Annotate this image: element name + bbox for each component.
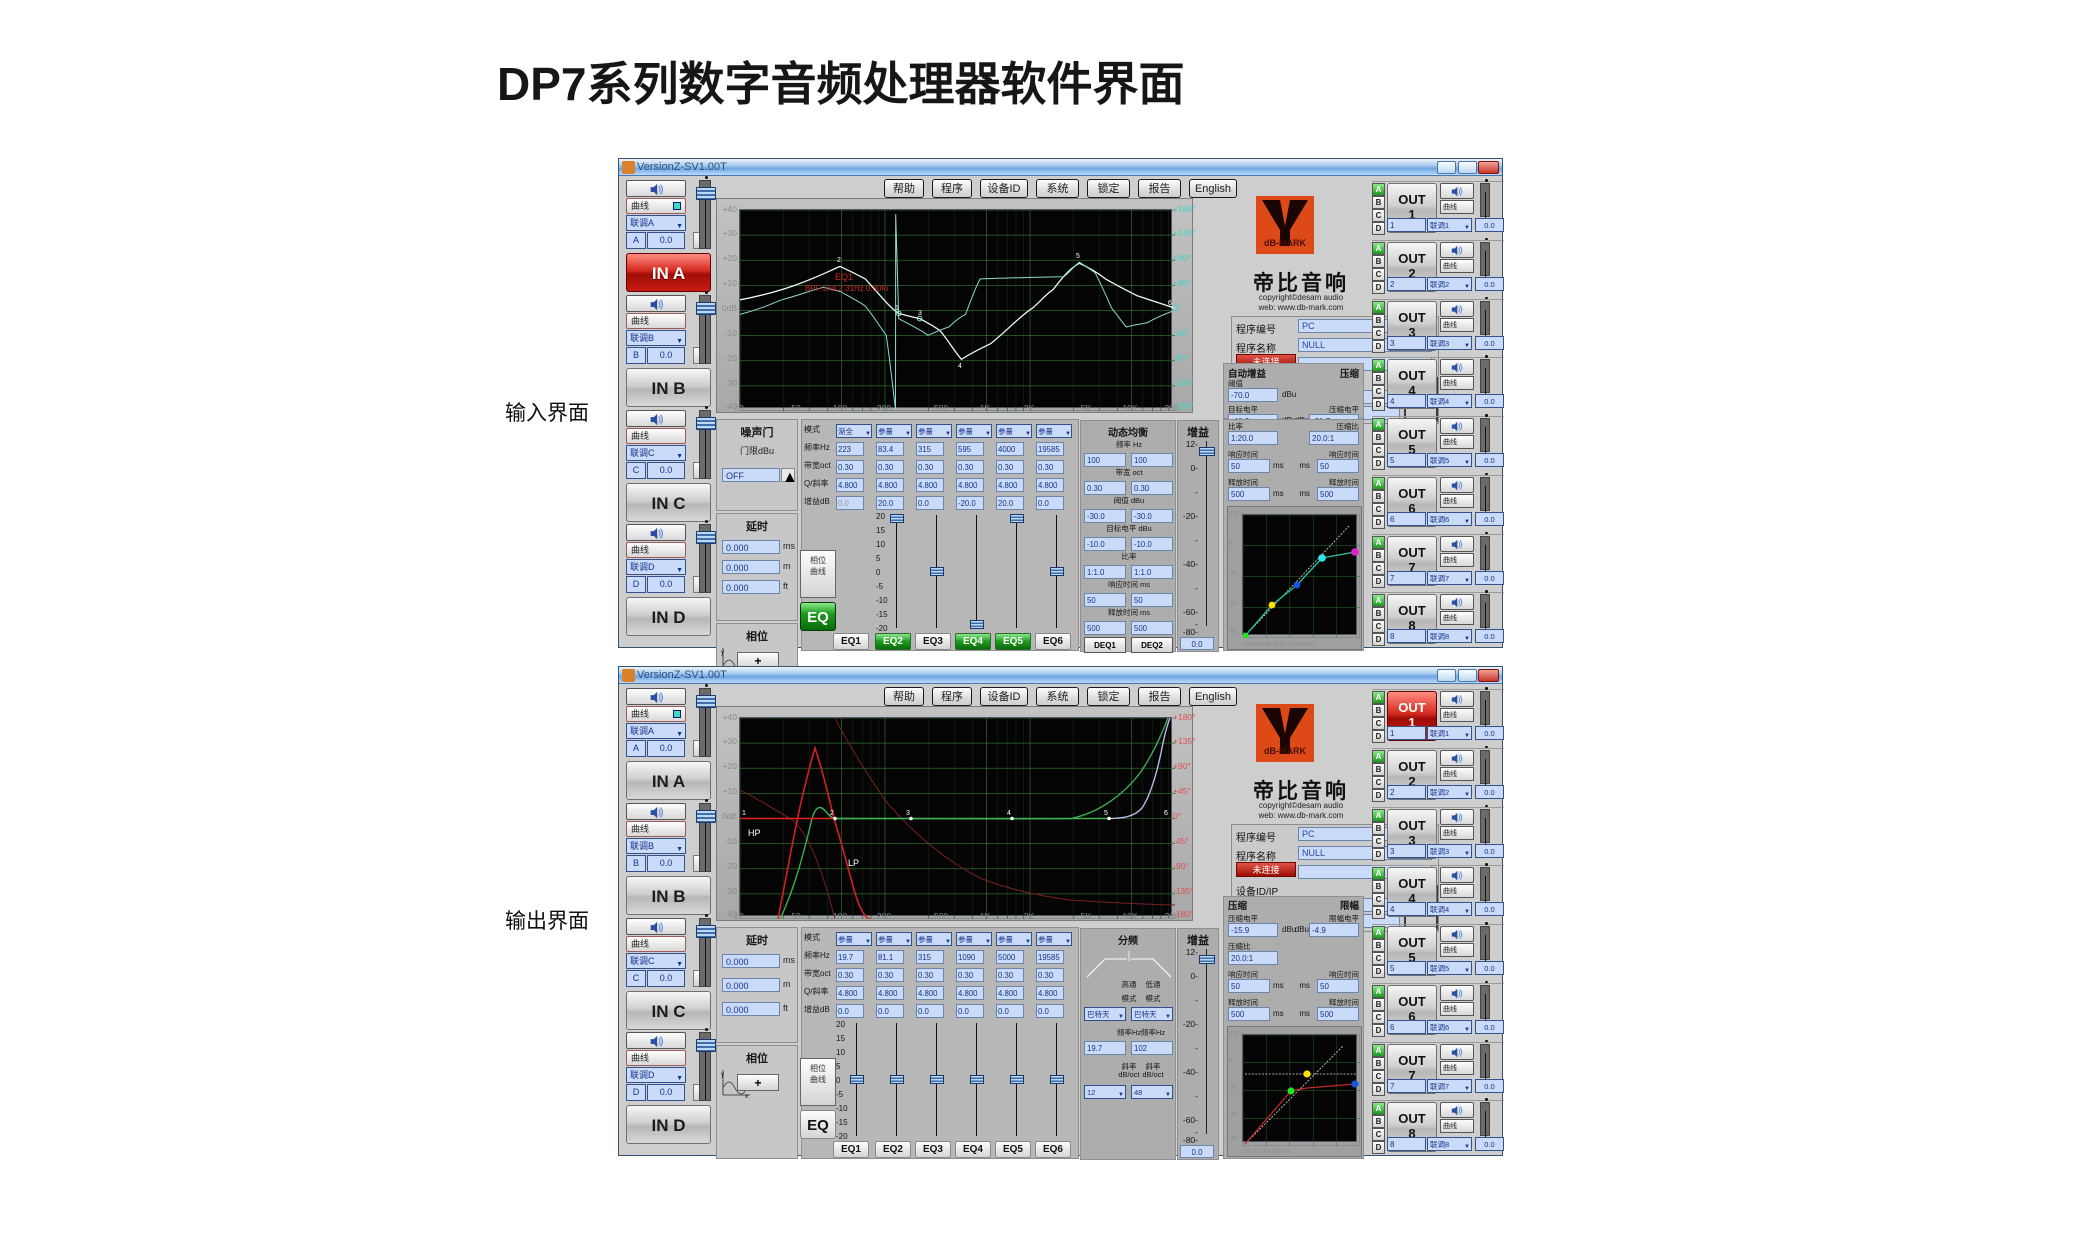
svg-text:2: 2 (837, 257, 841, 264)
svg-text:2: 2 (830, 810, 834, 817)
svg-text:4: 4 (958, 363, 962, 370)
svg-text:6: 6 (1168, 300, 1172, 307)
svg-text:1: 1 (895, 305, 899, 312)
svg-text:6: 6 (1164, 810, 1168, 817)
svg-text:dB-MARK: dB-MARK (1264, 238, 1306, 248)
svg-text:x: x (745, 1094, 748, 1098)
svg-text:y: y (721, 1072, 724, 1078)
svg-text:y: y (721, 650, 724, 656)
svg-text:5: 5 (1076, 253, 1080, 260)
svg-text:3: 3 (906, 810, 910, 817)
svg-text:3: 3 (918, 310, 922, 317)
svg-text:5: 5 (1104, 810, 1108, 817)
svg-text:1: 1 (742, 810, 746, 817)
svg-text:dB-MARK: dB-MARK (1264, 746, 1306, 756)
svg-text:4: 4 (1007, 810, 1011, 817)
